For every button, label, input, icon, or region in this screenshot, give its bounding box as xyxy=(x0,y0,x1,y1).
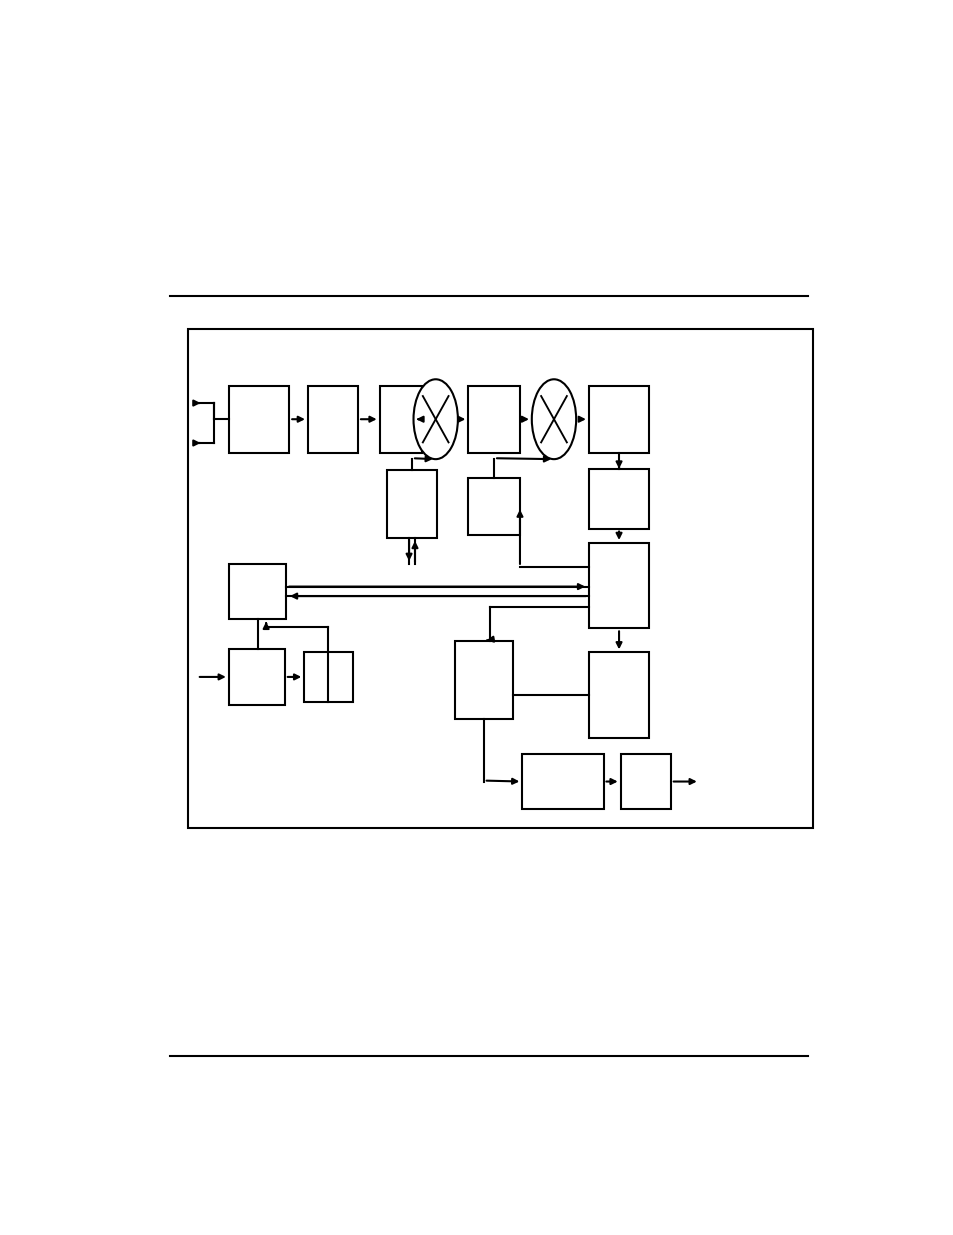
Ellipse shape xyxy=(531,379,576,459)
Bar xyxy=(229,563,286,619)
Bar xyxy=(468,478,519,535)
Bar xyxy=(588,652,649,737)
Bar xyxy=(588,468,649,529)
Bar xyxy=(588,543,649,629)
Bar xyxy=(387,469,436,538)
Bar xyxy=(521,753,603,809)
Bar xyxy=(588,387,649,452)
Bar xyxy=(308,387,357,452)
Bar xyxy=(379,387,422,452)
Bar xyxy=(229,650,285,704)
Bar xyxy=(304,652,353,701)
Ellipse shape xyxy=(413,379,457,459)
Bar xyxy=(455,641,512,719)
Bar xyxy=(188,329,812,829)
Bar xyxy=(619,753,670,809)
Bar xyxy=(229,387,289,452)
Bar xyxy=(468,387,519,452)
